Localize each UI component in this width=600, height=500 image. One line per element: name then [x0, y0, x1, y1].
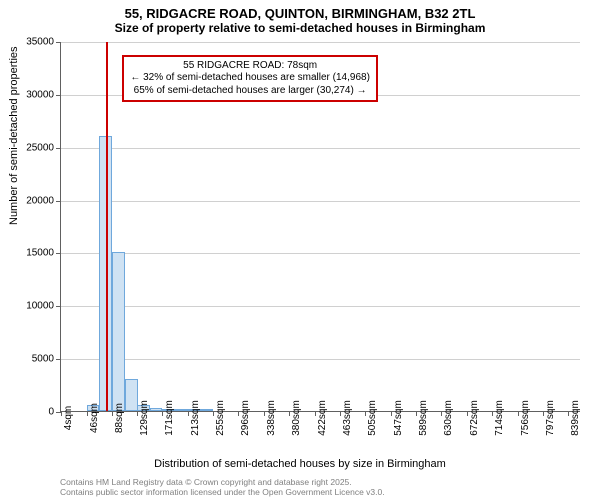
y-tick — [56, 42, 61, 43]
x-tick — [391, 411, 392, 416]
attribution: Contains HM Land Registry data © Crown c… — [60, 477, 385, 497]
callout-line: 55 RIDGACRE ROAD: 78sqm — [130, 60, 370, 73]
y-tick-label: 0 — [48, 407, 54, 418]
x-tick — [61, 411, 62, 416]
x-tick-label: 129sqm — [139, 400, 150, 436]
chart-container: 55, RIDGACRE ROAD, QUINTON, BIRMINGHAM, … — [0, 0, 600, 500]
x-tick-label: 672sqm — [469, 400, 480, 436]
x-tick-label: 589sqm — [418, 400, 429, 436]
x-tick-label: 756sqm — [520, 400, 531, 436]
x-tick — [467, 411, 468, 416]
attribution-line2: Contains public sector information licen… — [60, 487, 385, 497]
x-tick-label: 380sqm — [291, 400, 302, 436]
x-tick — [315, 411, 316, 416]
y-tick — [56, 95, 61, 96]
x-tick-label: 505sqm — [367, 400, 378, 436]
y-tick-label: 20000 — [26, 195, 54, 206]
y-axis-label: Number of semi-detached properties — [8, 46, 20, 225]
x-tick — [87, 411, 88, 416]
property-callout: 55 RIDGACRE ROAD: 78sqm← 32% of semi-det… — [122, 55, 378, 103]
y-tick — [56, 359, 61, 360]
x-tick — [340, 411, 341, 416]
x-tick-label: 463sqm — [342, 400, 353, 436]
x-tick-label: 213sqm — [190, 400, 201, 436]
attribution-line1: Contains HM Land Registry data © Crown c… — [60, 477, 385, 487]
chart-subtitle: Size of property relative to semi-detach… — [0, 21, 600, 39]
histogram-bar — [150, 408, 163, 411]
y-tick — [56, 201, 61, 202]
callout-line: 65% of semi-detached houses are larger (… — [130, 85, 370, 98]
x-tick-label: 88sqm — [114, 403, 125, 433]
x-tick-label: 422sqm — [317, 400, 328, 436]
x-tick-label: 797sqm — [545, 400, 556, 436]
x-tick-label: 4sqm — [63, 406, 74, 430]
y-tick — [56, 148, 61, 149]
plot-area: 55 RIDGACRE ROAD: 78sqm← 32% of semi-det… — [60, 42, 580, 412]
x-axis-label: Distribution of semi-detached houses by … — [0, 458, 600, 470]
y-tick-label: 35000 — [26, 37, 54, 48]
grid-line — [61, 306, 580, 307]
x-tick-label: 839sqm — [570, 400, 581, 436]
property-marker-line — [106, 42, 108, 411]
chart-title: 55, RIDGACRE ROAD, QUINTON, BIRMINGHAM, … — [0, 0, 600, 21]
y-tick-label: 15000 — [26, 248, 54, 259]
histogram-bar — [112, 252, 125, 411]
histogram-bar — [125, 379, 138, 411]
x-tick-label: 630sqm — [443, 400, 454, 436]
x-tick — [518, 411, 519, 416]
x-tick — [137, 411, 138, 416]
grid-line — [61, 42, 580, 43]
x-tick — [264, 411, 265, 416]
x-tick-label: 547sqm — [393, 400, 404, 436]
grid-line — [61, 359, 580, 360]
callout-line: ← 32% of semi-detached houses are smalle… — [130, 72, 370, 85]
y-tick-label: 30000 — [26, 89, 54, 100]
x-tick-label: 171sqm — [164, 400, 175, 436]
grid-line — [61, 148, 580, 149]
histogram-bar — [201, 409, 214, 411]
y-tick-label: 10000 — [26, 301, 54, 312]
grid-line — [61, 201, 580, 202]
x-tick-label: 296sqm — [240, 400, 251, 436]
grid-line — [61, 253, 580, 254]
y-tick — [56, 253, 61, 254]
x-tick — [188, 411, 189, 416]
x-tick-label: 255sqm — [215, 400, 226, 436]
y-tick — [56, 306, 61, 307]
x-tick-label: 714sqm — [494, 400, 505, 436]
histogram-bar — [175, 409, 188, 411]
x-tick — [543, 411, 544, 416]
y-tick-label: 25000 — [26, 142, 54, 153]
y-tick-label: 5000 — [32, 354, 54, 365]
x-tick-label: 338sqm — [266, 400, 277, 436]
x-tick-label: 46sqm — [89, 403, 100, 433]
x-tick — [112, 411, 113, 416]
